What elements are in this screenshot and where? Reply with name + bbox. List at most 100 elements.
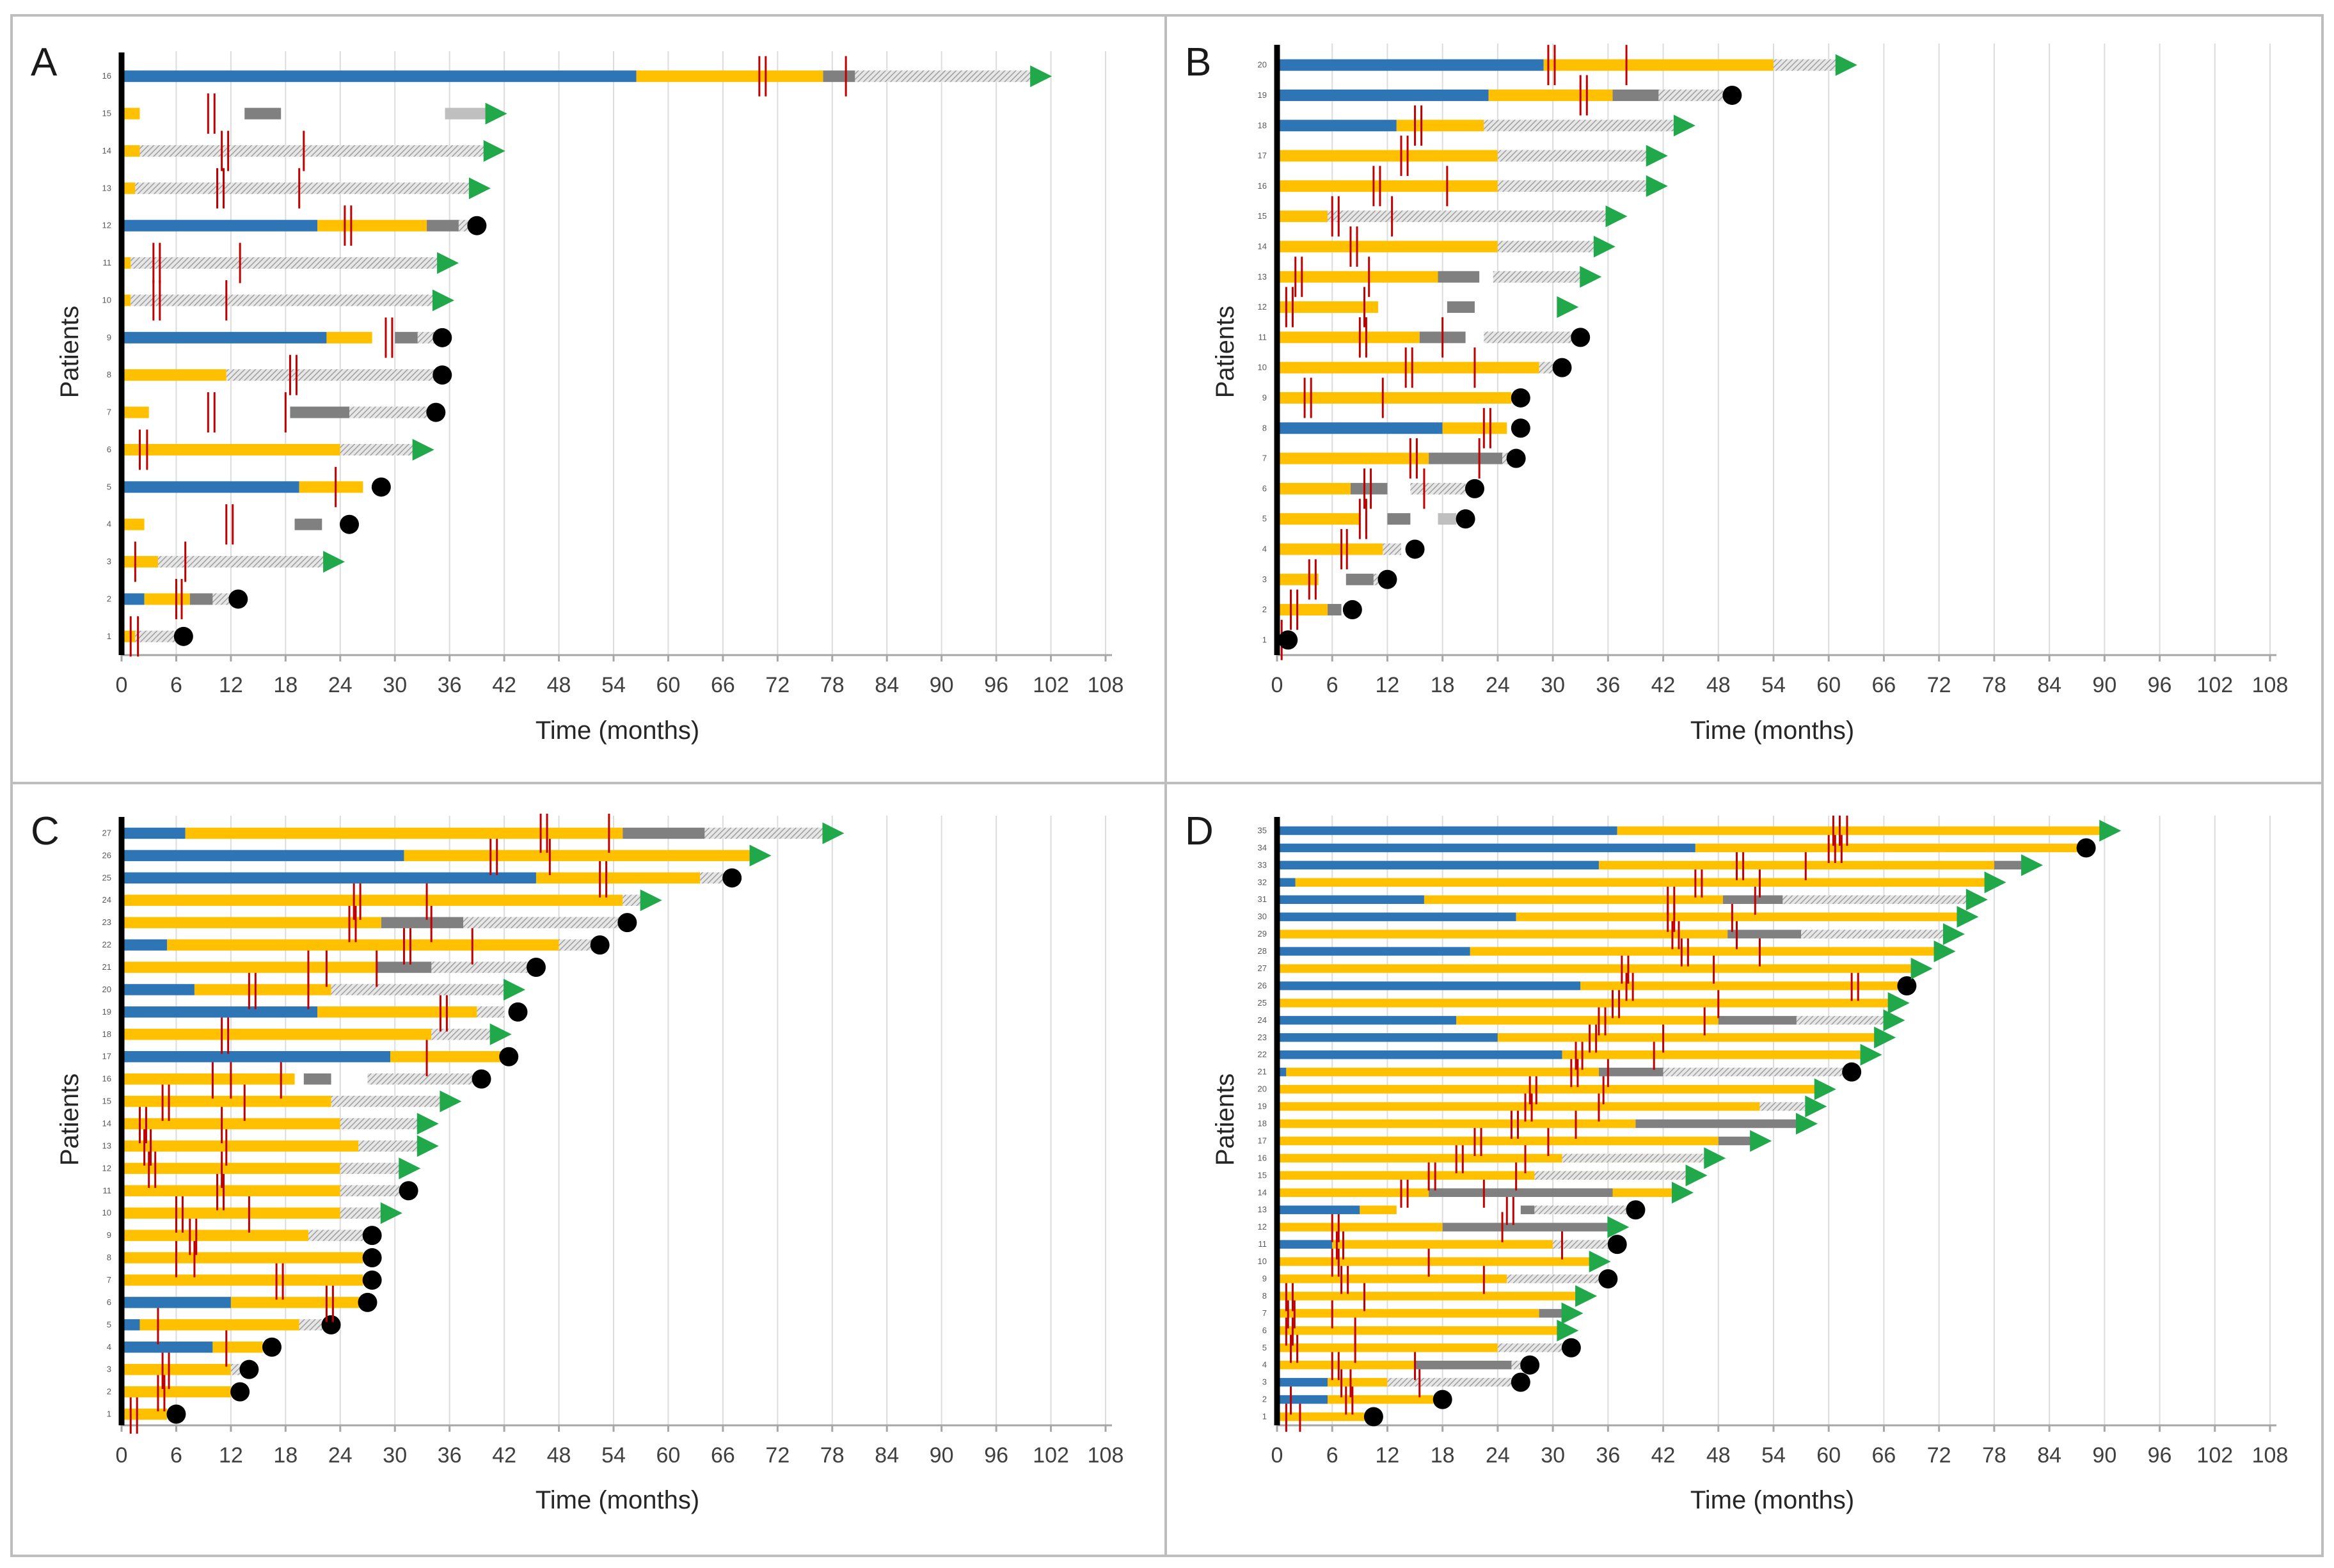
x-tick-label: 0 [1271,673,1283,697]
x-tick-label: 42 [492,1443,516,1468]
patient-row: 15 [102,93,507,134]
patient-row: 9 [107,317,452,358]
y-tick-label: 1 [107,1409,111,1419]
x-tick-label: 90 [930,673,954,697]
treatment-segment [122,331,327,344]
treatment-segment [1277,1377,1328,1387]
death-marker [526,958,546,978]
x-tick-label: 96 [984,1443,1008,1468]
treatment-segment [1277,1360,1415,1370]
death-marker [1520,1355,1540,1375]
treatment-segment [1277,120,1397,132]
treatment-segment [381,917,464,928]
death-marker [362,1248,382,1268]
death-marker [340,514,360,534]
treatment-segment [1277,1412,1365,1421]
x-tick-label: 66 [711,673,735,697]
patient-row: 11 [1258,317,1591,358]
x-tick-label: 30 [383,673,407,697]
patient-row: 1 [107,1394,186,1434]
panel-b: B 0 6 12 18 24 30 36 42 48 54 60 66 72 78 84 90 96 102 108… [1164,14,2324,784]
x-tick-label: 78 [820,1443,845,1468]
alive-marker [1883,1009,1905,1031]
treatment-segment [1516,912,1958,921]
y-tick-label: 5 [1262,1343,1267,1352]
death-marker [1405,539,1425,559]
death-marker [399,1181,418,1201]
alive-marker [1646,175,1668,197]
alive-marker [1589,1251,1611,1273]
treatment-segment [230,1297,363,1308]
panel-d-x-axis-title: Time (months) [1690,1486,1854,1514]
patient-row: 3 [1262,1367,1530,1398]
treatment-segment [122,556,158,568]
x-tick-label: 18 [273,673,298,697]
patient-row: 10 [102,1193,402,1233]
x-tick-label: 6 [1326,673,1338,697]
treatment-segment [623,827,705,839]
x-tick-label: 84 [2037,1443,2061,1468]
treatment-segment [1277,1309,1539,1318]
x-tick-label: 0 [1271,1443,1283,1468]
y-tick-label: 14 [1258,1187,1267,1197]
patient-row: 26 [1258,970,1917,1001]
x-tick-label: 12 [1376,673,1400,697]
treatment-segment [1277,999,1893,1008]
treatment-segment [1328,604,1342,616]
treatment-segment [1277,331,1420,344]
treatment-segment [1507,1274,1599,1283]
treatment-segment [431,962,532,973]
patient-row: 6 [1262,1315,1579,1346]
treatment-segment [122,1319,140,1331]
patient-row: 27 [1258,953,1933,984]
y-tick-label: 27 [102,828,111,837]
y-tick-label: 11 [103,258,112,267]
x-tick-label: 108 [2252,673,2289,697]
treatment-segment [1562,1050,1866,1059]
patient-row: 8 [107,354,452,395]
x-tick-label: 36 [438,1443,462,1468]
alive-marker [1984,871,2006,894]
treatment-segment [308,1230,363,1241]
x-tick-label: 60 [656,673,681,697]
patient-row: 3 [1262,559,1397,600]
patient-row: 12 [1258,287,1579,328]
y-tick-label: 5 [107,482,111,491]
patient-row: 14 [1258,226,1616,267]
alive-marker [417,1113,439,1135]
patient-row: 13 [1258,1194,1646,1225]
treatment-segment [1277,271,1438,283]
patient-row: 22 [102,925,610,965]
treatment-segment [1277,895,1424,904]
y-tick-label: 20 [1258,1084,1267,1094]
y-tick-label: 8 [107,1253,111,1262]
x-tick-label: 66 [1872,673,1896,697]
treatment-segment [135,630,181,642]
x-tick-label: 84 [875,1443,899,1468]
y-tick-label: 10 [1258,363,1267,372]
treatment-segment [122,481,299,493]
alive-marker [1557,1319,1579,1342]
treatment-segment [122,518,145,530]
treatment-segment [331,1095,441,1107]
y-tick-label: 32 [1258,877,1267,887]
treatment-segment [122,70,637,83]
x-tick-label: 66 [1872,1443,1896,1468]
death-marker [1433,1390,1452,1409]
patient-row: 19 [1258,1091,1827,1122]
death-marker [1511,1372,1530,1392]
treatment-segment [167,939,559,951]
treatment-segment [1484,120,1678,132]
x-tick-label: 36 [1596,1443,1620,1468]
treatment-segment [317,219,427,232]
alive-marker [504,978,526,1001]
x-tick-label: 60 [1816,1443,1841,1468]
treatment-segment [122,1140,359,1152]
y-tick-label: 19 [1258,90,1267,100]
alive-marker [432,289,454,312]
treatment-segment [704,827,823,839]
alive-marker [1750,1130,1772,1152]
y-tick-label: 1 [107,631,111,641]
death-marker [173,626,193,646]
treatment-segment [1277,912,1516,921]
